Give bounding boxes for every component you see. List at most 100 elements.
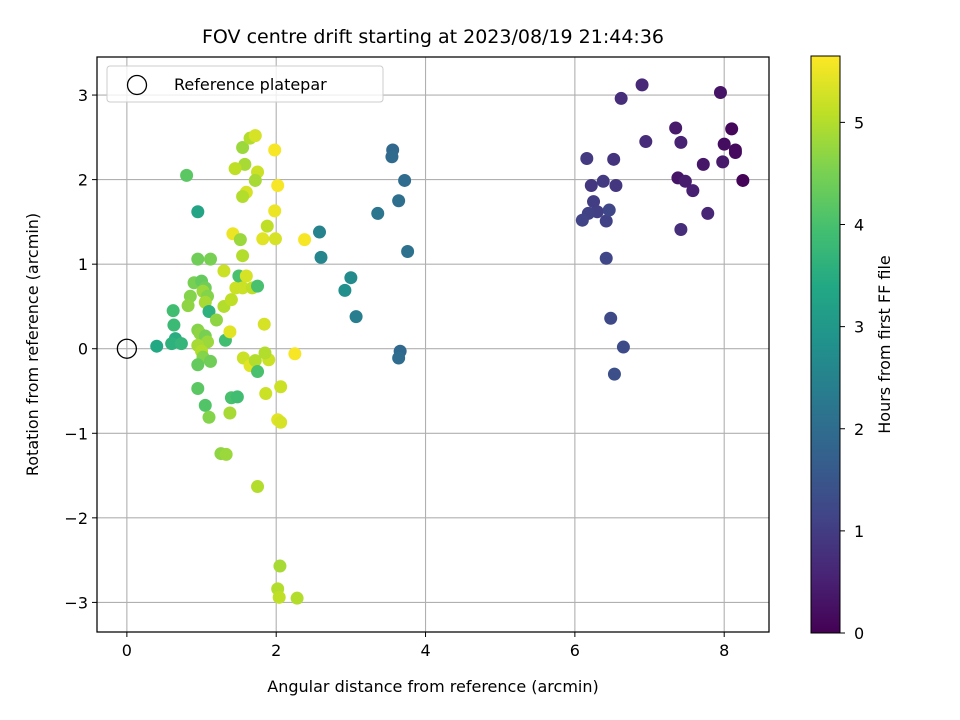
legend-label-reference: Reference platepar [174,75,327,94]
data-point [616,340,630,354]
x-tick-label: 6 [570,641,580,660]
x-tick-label: 0 [122,641,132,660]
data-point [716,155,730,169]
data-point [604,311,618,325]
y-axis-label: Rotation from reference (arcmin) [23,213,42,476]
data-point [251,480,265,494]
y-tick-label: 3 [78,86,88,105]
data-point [313,225,327,239]
data-point [584,179,598,193]
data-point [290,591,304,605]
data-point [223,325,237,339]
data-point [678,174,692,188]
legend: Reference platepar [106,65,384,103]
data-point [233,233,247,247]
data-point [167,318,181,332]
colorbar-frame [810,55,841,634]
data-point [696,157,710,171]
data-point [238,157,252,171]
data-point [239,269,253,283]
data-point [349,310,363,324]
colorbar-tick-label: 3 [854,318,864,337]
data-point [639,135,653,149]
data-point [686,184,700,198]
data-point [392,194,406,208]
data-point [198,398,212,412]
data-point [258,346,272,360]
data-point [251,365,265,379]
data-point [344,271,358,285]
data-point [392,351,406,365]
data-point [230,390,244,404]
y-tick-label: −1 [64,424,88,443]
data-point [203,252,217,266]
plot-frame [96,56,770,633]
data-point [398,173,412,187]
data-point [725,122,739,136]
data-point [273,559,287,573]
data-point [248,173,262,187]
colorbar-tick-label: 2 [854,420,864,439]
data-point [669,121,683,135]
data-point [599,251,613,265]
data-point [248,354,262,368]
data-point [701,206,715,220]
data-point [717,137,731,151]
data-point [256,232,270,246]
data-point [191,252,205,266]
colorbar: 0 1 2 3 4 5 Hours from first FF file [810,55,894,643]
data-point [268,204,282,218]
y-tick-label: 1 [78,255,88,274]
data-point [674,223,688,236]
data-point [736,173,750,187]
data-point [191,205,205,219]
reference-point [116,338,138,359]
data-point [401,244,415,258]
data-point [217,264,231,278]
data-point [228,162,242,176]
y-tick-label: 2 [78,171,88,190]
colorbar-tick-label: 4 [854,216,864,235]
data-point [236,281,250,295]
data-point [385,150,399,164]
colorbar-gradient [811,56,840,633]
data-point [202,410,216,424]
data-point [587,195,601,209]
y-tick-label: 0 [78,340,88,359]
data-point [251,279,265,293]
data-point [236,190,250,204]
data-point [191,358,205,372]
colorbar-label: Hours from first FF file [875,255,894,434]
data-point [203,354,217,368]
x-tick-label: 2 [271,641,281,660]
legend-marker-reference [126,74,148,96]
colorbar-tick-label: 5 [854,113,864,132]
data-point [596,174,610,188]
data-point [635,78,649,92]
x-tick-label: 8 [719,641,729,660]
data-point [607,152,621,166]
data-point [674,135,688,149]
colorbar-ticks: 0 1 2 3 4 5 [840,113,864,643]
axis-ticks: 0 2 4 6 8 −3 −2 −1 0 1 2 3 [64,86,729,660]
data-point [274,415,288,429]
chart-title: FOV centre drift starting at 2023/08/19 … [202,26,664,48]
data-point [371,206,385,220]
data-points [116,78,750,605]
legend-box [106,65,384,103]
data-point [209,313,223,327]
data-point [298,233,312,247]
data-point [580,151,594,165]
data-point [191,381,205,395]
data-point [575,213,589,227]
data-point [219,447,233,461]
data-point [338,283,352,297]
colorbar-tick-label: 0 [854,624,864,643]
data-point [268,232,282,246]
data-point [181,299,195,313]
colorbar-tick-label: 1 [854,522,864,541]
data-point [223,406,237,420]
data-point [248,129,262,143]
data-point [165,337,179,351]
